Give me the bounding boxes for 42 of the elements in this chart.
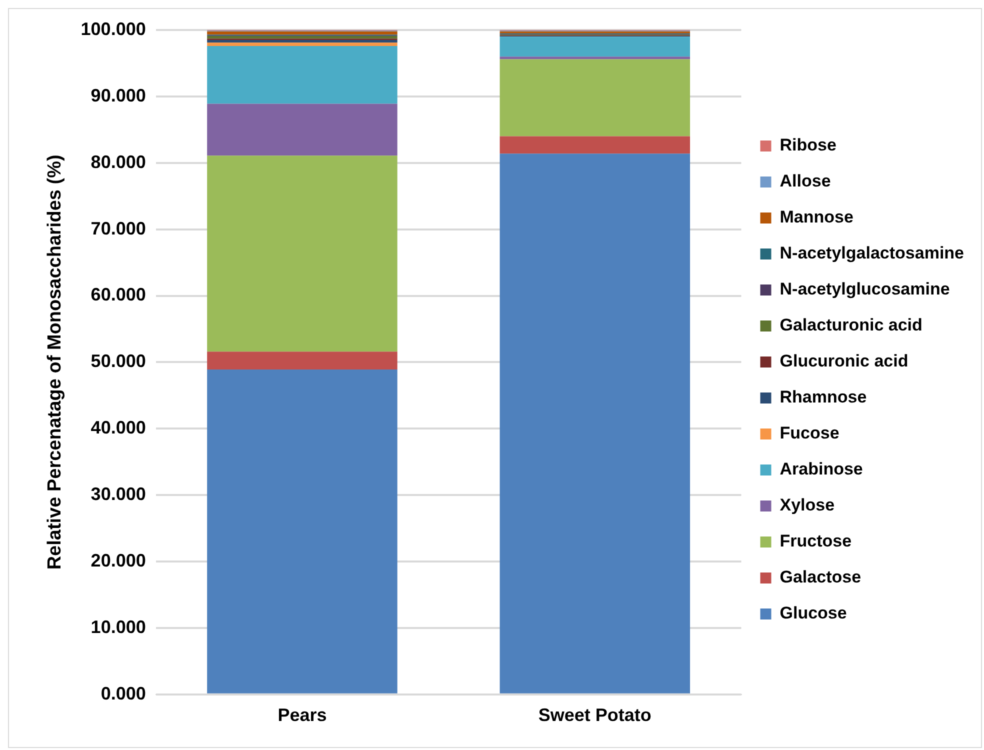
legend-label: N-acetylgalactosamine <box>780 244 964 263</box>
legend-label: Galactose <box>780 568 862 587</box>
bar <box>207 36 398 39</box>
legend-label: Fructose <box>780 532 852 551</box>
y-tick-label: 20.000 <box>90 550 146 570</box>
legend-label: Rhamnose <box>780 388 867 407</box>
bar <box>207 370 398 694</box>
legend-label: Xylose <box>780 496 835 515</box>
x-tick-label: Pears <box>278 705 327 726</box>
bar <box>500 56 690 60</box>
legend-label: Glucose <box>780 604 847 623</box>
y-tick-label: 10.000 <box>90 616 146 637</box>
bar <box>500 59 690 136</box>
y-tick-label: 80.000 <box>90 152 146 172</box>
y-axis-title: Relative Percenatage of Monosaccharides (%) <box>44 154 66 570</box>
legend-label: Allose <box>780 172 831 191</box>
legend-label: Arabinose <box>780 460 863 479</box>
bar <box>207 40 398 43</box>
bar <box>207 31 398 35</box>
y-tick-label: 50.000 <box>90 351 146 372</box>
bar <box>500 154 690 694</box>
y-tick-label: 0.000 <box>100 683 146 704</box>
bar <box>207 104 398 156</box>
bar <box>500 36 690 57</box>
x-tick-label: Sweet Potato <box>538 705 652 726</box>
legend-label: Mannose <box>780 208 854 227</box>
bar <box>207 156 398 352</box>
legend-label: Glucuronic acid <box>780 352 908 371</box>
legend-label: Galacturonic acid <box>780 316 922 335</box>
y-tick-label: 40.000 <box>90 418 146 438</box>
bar <box>207 352 398 370</box>
legend-label: Ribose <box>780 136 836 155</box>
legend-label: Fucose <box>780 424 840 443</box>
y-tick-label: 100.000 <box>80 18 146 39</box>
bar <box>500 136 690 154</box>
bar <box>207 42 398 46</box>
y-tick-label: 90.000 <box>90 85 146 106</box>
y-tick-label: 60.000 <box>90 284 146 305</box>
legend-label: N-acetylglucosamine <box>780 280 950 299</box>
bar <box>207 46 398 104</box>
y-tick-label: 70.000 <box>90 218 146 238</box>
y-tick-label: 30.000 <box>90 484 146 504</box>
